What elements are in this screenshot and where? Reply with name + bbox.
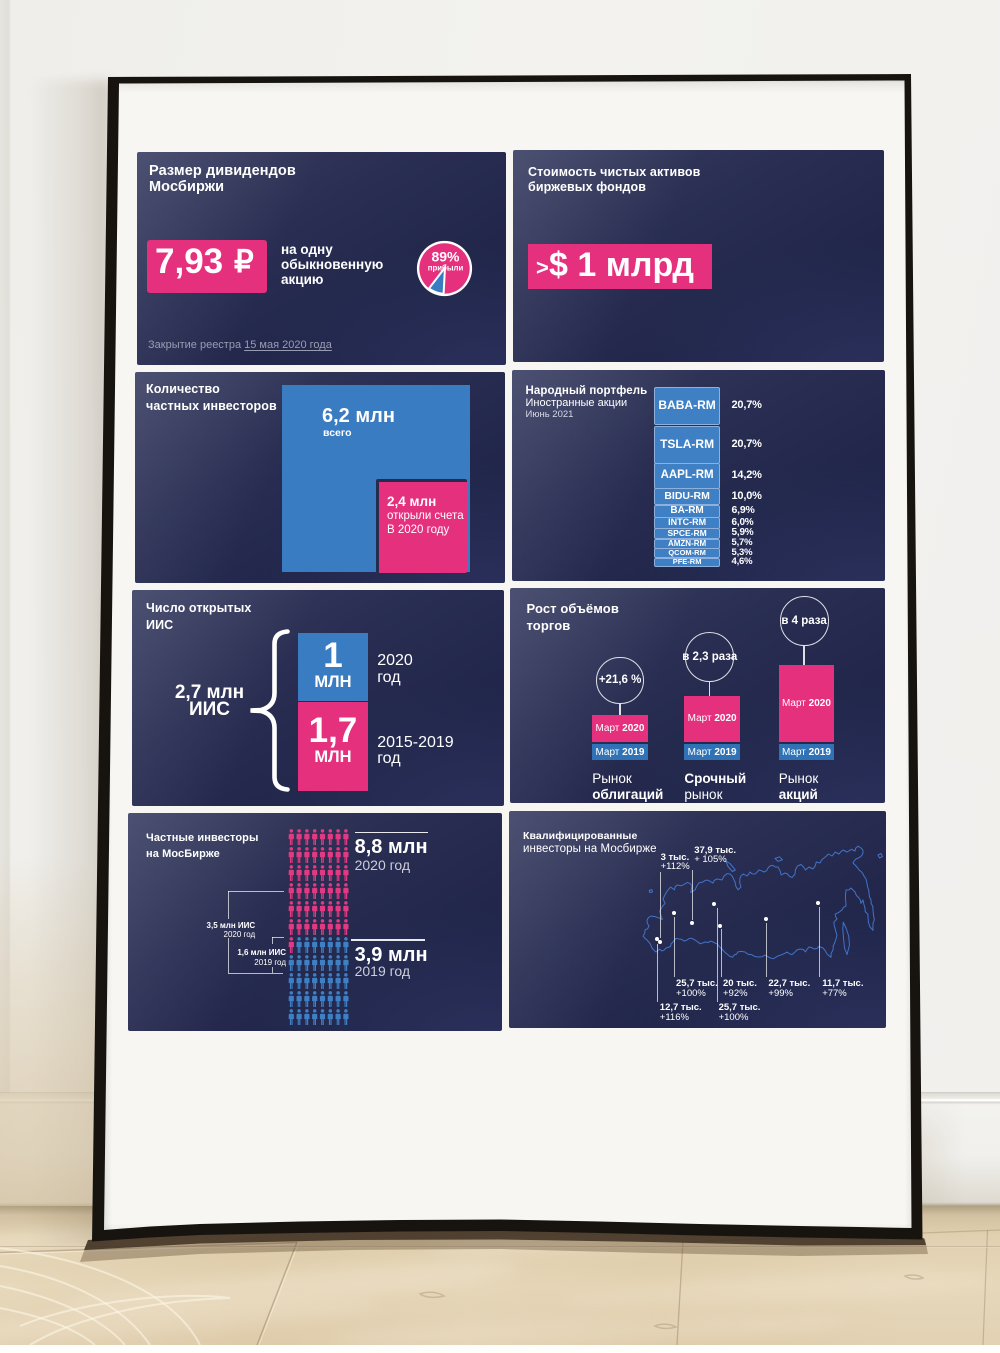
svg-text:прибыли: прибыли: [427, 263, 463, 272]
svg-text:89%: 89%: [431, 248, 460, 264]
